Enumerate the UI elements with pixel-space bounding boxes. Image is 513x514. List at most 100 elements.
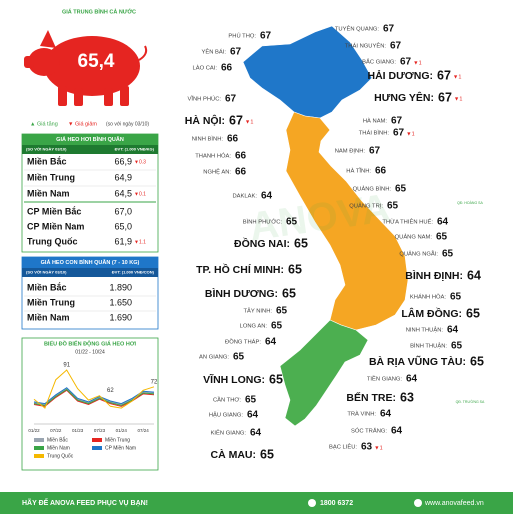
row-change: ▼0.3 [134, 159, 146, 165]
table-note: ĐVT: (1.000 VNĐ/KG) [115, 147, 155, 152]
footer-website: www.anovafeed.vn [424, 500, 484, 507]
row-label: Miền Nam [27, 312, 70, 322]
province-change: ▼1 [245, 119, 254, 125]
island-label: QĐ. TRƯỜNG SA [456, 399, 485, 404]
x-tick-label: 07/22 [50, 428, 62, 433]
province-name: LONG AN: [240, 324, 268, 330]
province-price: 65 [245, 395, 257, 406]
province-price: 64 [261, 191, 273, 202]
x-tick-label: 07/23 [94, 428, 106, 433]
row-value: 66,9 [114, 156, 132, 166]
province-name: HƯNG YÊN: [374, 91, 434, 104]
province-name: QUẢNG NGÃI: [399, 251, 438, 258]
piglet-table-subheader [22, 268, 158, 277]
province-price: 64 [250, 428, 262, 439]
compare-note: (so với ngày 03/10) [106, 121, 149, 127]
legend-swatch [34, 438, 44, 442]
province-price: 66 [235, 151, 247, 162]
trend-line [33, 387, 155, 406]
province-name: BÌNH THUẬN: [410, 343, 447, 350]
legend-swatch [34, 446, 44, 450]
row-label: Trung Quốc [27, 236, 78, 246]
province-price: 65 [294, 236, 308, 250]
legend-label: CP Miền Nam [105, 445, 136, 451]
province-price: 65 [288, 262, 302, 276]
table-title: GIÁ HEO HƠI BÌNH QUÂN [56, 135, 124, 143]
province-price: 65 [451, 341, 463, 352]
province-price: 67 [229, 113, 243, 127]
row-value: 61,9 [114, 236, 132, 246]
chart-subtitle: 01/22 - 10/24 [75, 349, 105, 355]
pig-icon [24, 30, 148, 106]
province-price: 65 [436, 232, 448, 243]
row-change: ▼1.1 [134, 239, 146, 245]
province-price: 65 [260, 447, 274, 461]
map-north [242, 25, 373, 119]
province-name: NGHỆ AN: [203, 168, 231, 176]
province-name: NINH THUẬN: [406, 327, 444, 334]
x-tick-label: 01/23 [72, 428, 84, 433]
province-price: 64 [406, 374, 418, 385]
row-value: 67,0 [114, 206, 132, 216]
province-change: ▼1 [406, 131, 415, 137]
province-price: 67 [383, 24, 395, 35]
province-price: 63 [400, 390, 414, 404]
province-name: ĐỒNG THÁP: [225, 339, 261, 346]
province-name: TP. HỒ CHÍ MINH: [196, 263, 284, 276]
province-price: 65 [269, 372, 283, 386]
province-name: NINH BÌNH: [192, 136, 224, 143]
table-note: ĐVT: (1.000 VNĐ/CON) [112, 270, 155, 275]
province-price: 65 [450, 292, 462, 303]
table-note: (SO VỚI NGÀY 03/10) [26, 270, 67, 275]
province-change: ▼1 [453, 74, 462, 80]
province-name: ĐỒNG NAI: [234, 237, 290, 250]
province-price: 66 [375, 166, 387, 177]
province-name: THANH HÓA: [195, 153, 231, 160]
province-price: 64 [467, 268, 481, 282]
province-name: VĨNH LONG: [203, 373, 265, 386]
hog-table-subheader [22, 145, 158, 154]
national-price: 65,4 [78, 51, 115, 72]
province-price: 66 [227, 134, 239, 145]
chart-annotation: 62 [107, 388, 114, 394]
legend-swatch [92, 446, 102, 450]
province-name: BÌNH ĐỊNH: [405, 269, 463, 282]
province-name: TUYÊN QUANG: [335, 25, 380, 33]
province-name: HÀ NAM: [363, 118, 388, 125]
trend-line [33, 369, 155, 409]
row-label: Miền Nam [27, 188, 70, 198]
chart-title: BIỂU ĐỒ BIẾN ĐỘNG GIÁ HEO HƠI [44, 339, 137, 347]
row-value: 64,9 [114, 172, 132, 182]
province-price: 67 [400, 57, 412, 68]
map-central [285, 111, 409, 331]
table-title: GIÁ HEO CON BÌNH QUÂN (7 - 10 KG) [41, 258, 140, 266]
province-name: THÁI BÌNH: [359, 130, 390, 137]
row-value: 1.690 [109, 312, 132, 322]
footer-slogan: HÃY ĐỂ ANOVA FEED PHỤC VỤ BẠN! [22, 498, 148, 507]
province-price: 67 [260, 31, 272, 42]
province-name: QUẢNG BÌNH: [353, 186, 392, 193]
province-price: 64 [247, 410, 259, 421]
province-name: BẠC LIÊU: [329, 443, 357, 451]
province-name: KIÊN GIANG: [211, 429, 247, 437]
province-price: 67 [391, 116, 403, 127]
province-change: ▼1 [374, 445, 383, 451]
province-name: BÌNH DƯƠNG: [205, 287, 278, 300]
province-name: QUẢNG NAM: [395, 234, 433, 241]
province-price: 65 [387, 201, 399, 212]
province-price: 67 [437, 68, 451, 82]
piglet-table-header [22, 257, 158, 268]
phone-icon [308, 499, 316, 507]
island-label: QĐ. HOÀNG SA [457, 201, 483, 205]
legend-down: ▼ Giá giảm [68, 121, 97, 127]
province-price: 65 [271, 321, 283, 332]
province-price: 65 [442, 249, 454, 260]
province-price: 65 [282, 286, 296, 300]
province-price: 65 [233, 352, 245, 363]
row-change: ▼0.1 [134, 191, 146, 197]
legend-label: Miền Trung [105, 437, 130, 443]
trend-line [33, 387, 155, 405]
province-price: 64 [447, 325, 459, 336]
